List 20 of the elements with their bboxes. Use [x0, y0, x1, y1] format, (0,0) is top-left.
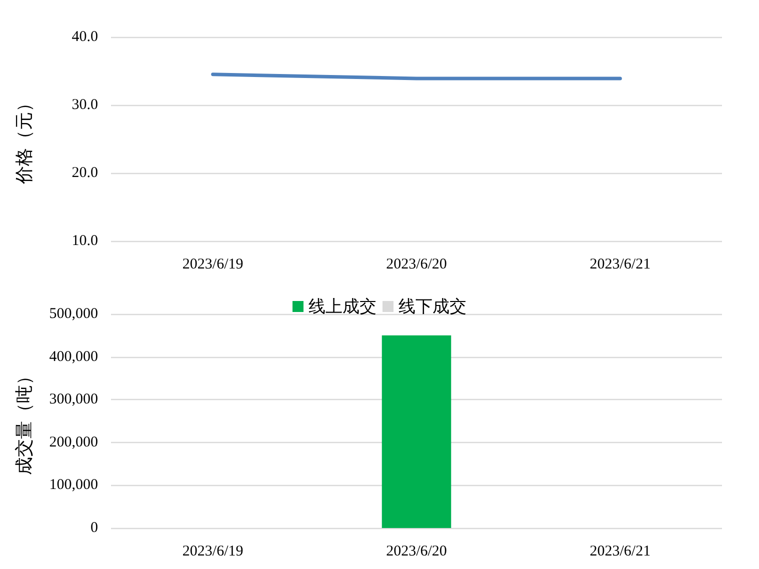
- y-tick-label: 300,000: [49, 392, 98, 408]
- y-axis-title: 价格（元）: [14, 94, 34, 185]
- y-tick-label: 20.0: [72, 165, 98, 181]
- y-tick-label: 100,000: [49, 477, 98, 494]
- x-tick-label: 2023/6/21: [590, 544, 651, 560]
- y-tick-label: 40.0: [72, 29, 98, 45]
- y-tick-label: 0: [90, 520, 98, 536]
- y-tick-label: 500,000: [49, 306, 98, 322]
- x-tick-label: 2023/6/20: [386, 256, 447, 272]
- x-tick-label: 2023/6/21: [590, 256, 651, 272]
- y-tick-label: 200,000: [49, 434, 98, 450]
- y-tick-label: 30.0: [72, 97, 98, 113]
- legend-label: 线上成交: [308, 297, 376, 316]
- y-tick-label: 10.0: [72, 233, 98, 249]
- x-tick-label: 2023/6/19: [182, 544, 244, 560]
- legend-label: 线下成交: [398, 297, 466, 316]
- y-axis-title: 成交量（吨）: [14, 367, 34, 475]
- x-tick-label: 2023/6/20: [386, 544, 447, 560]
- y-tick-label: 400,000: [49, 348, 98, 365]
- x-tick-label: 2023/6/19: [182, 256, 244, 272]
